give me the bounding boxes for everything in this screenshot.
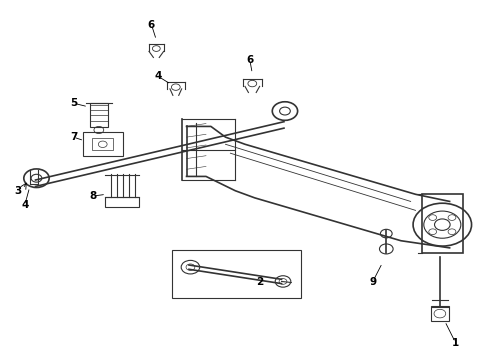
Bar xyxy=(431,306,449,321)
Text: 3: 3 xyxy=(14,186,21,196)
Bar xyxy=(90,103,108,127)
Text: 1: 1 xyxy=(452,338,459,347)
Text: 7: 7 xyxy=(70,132,77,142)
Text: 5: 5 xyxy=(70,98,77,108)
Text: 4: 4 xyxy=(21,200,28,210)
Text: 6: 6 xyxy=(246,55,253,65)
Text: 6: 6 xyxy=(148,19,155,30)
Text: 2: 2 xyxy=(256,277,263,287)
Text: 9: 9 xyxy=(369,277,376,287)
Text: 4: 4 xyxy=(154,71,162,81)
Bar xyxy=(105,197,139,207)
Text: 8: 8 xyxy=(89,191,97,201)
FancyBboxPatch shape xyxy=(172,250,300,297)
